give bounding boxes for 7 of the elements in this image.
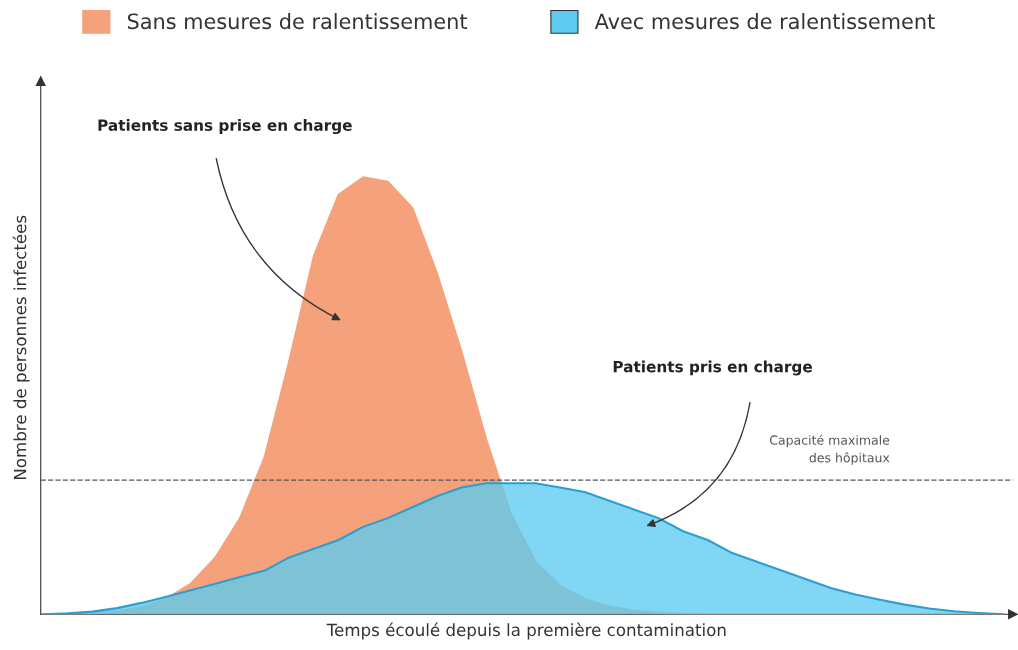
ref-line-label: Capacité maximale des hôpitaux xyxy=(769,434,890,465)
legend-label: Avec mesures de ralentissement xyxy=(594,13,935,30)
x-axis-title: Temps écoulé depuis la première contamination xyxy=(326,622,726,640)
text: Patients sans prise en charge xyxy=(98,119,352,135)
legend-label: Sans mesures de ralentissement xyxy=(127,13,468,30)
y-axis-title: Nombre de personnes infectées xyxy=(12,215,30,479)
annotation: Patients pris en charge xyxy=(613,360,812,376)
